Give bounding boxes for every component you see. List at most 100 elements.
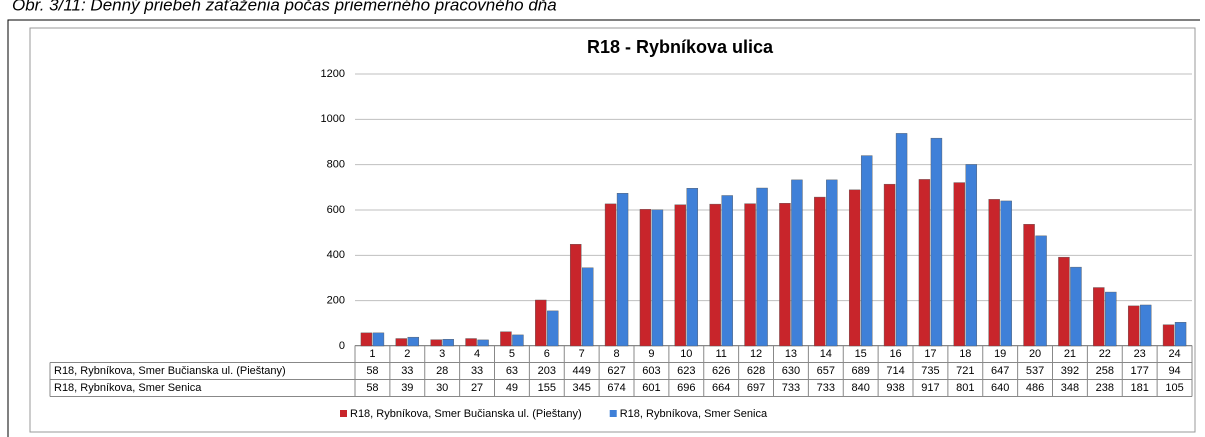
bar [1127, 305, 1140, 347]
x-tick-label: 2 [404, 348, 410, 360]
table-value: 657 [817, 365, 835, 377]
bar [895, 133, 908, 347]
table-value: 938 [886, 382, 904, 394]
bar [465, 338, 477, 347]
table-value: 735 [921, 365, 939, 377]
x-tick-label: 9 [648, 348, 654, 360]
table-value: 674 [607, 382, 625, 394]
legend-label: R18, Rybníkova, Smer Bučianska ul. (Pieš… [350, 408, 582, 420]
bar [639, 209, 652, 347]
table-value: 30 [436, 382, 448, 394]
bar [477, 339, 489, 347]
chart-frame [29, 27, 1196, 433]
bar [581, 267, 594, 347]
x-tick-label: 6 [544, 348, 550, 360]
table-value: 689 [852, 365, 870, 377]
y-tick-label: 400 [327, 249, 345, 261]
bar [1023, 224, 1035, 347]
table-value: 33 [401, 365, 413, 377]
y-tick-label: 1000 [321, 113, 345, 125]
table-value: 27 [471, 382, 483, 394]
x-tick-label: 20 [1029, 348, 1041, 360]
x-tick-label: 21 [1064, 348, 1076, 360]
table-value: 392 [1061, 365, 1079, 377]
table-value: 177 [1131, 365, 1149, 377]
x-tick-label: 8 [614, 348, 620, 360]
x-tick-label: 3 [439, 348, 445, 360]
bar [500, 331, 512, 347]
table-value: 627 [607, 365, 625, 377]
bar [535, 299, 547, 347]
table-value: 94 [1168, 365, 1180, 377]
x-tick-label: 14 [820, 348, 832, 360]
table-value: 58 [366, 365, 378, 377]
table-value: 58 [366, 382, 378, 394]
legend-swatch [340, 410, 347, 417]
table-value: 28 [436, 365, 448, 377]
table-value: 628 [747, 365, 765, 377]
x-tick-label: 24 [1168, 348, 1180, 360]
y-tick-label: 200 [327, 295, 345, 307]
legend-swatch [609, 410, 617, 417]
bar [965, 164, 978, 347]
table-value: 181 [1131, 382, 1149, 394]
bar [1105, 291, 1117, 347]
bar [569, 244, 582, 347]
bar [848, 189, 861, 347]
chart-title: R18 - Rybníkova ulica [587, 37, 774, 57]
bar [721, 195, 733, 347]
x-tick-label: 15 [855, 348, 867, 360]
y-tick-label: 1200 [321, 68, 345, 80]
bar [1139, 304, 1152, 347]
bar [547, 310, 559, 347]
bar [826, 179, 838, 347]
table-value: 696 [677, 382, 695, 394]
table-value: 33 [471, 365, 483, 377]
table-value: 714 [886, 365, 904, 377]
bar [791, 179, 803, 347]
bar [988, 199, 1000, 347]
x-tick-label: 4 [474, 348, 480, 360]
table-value: 155 [538, 382, 556, 394]
bar [709, 203, 721, 347]
legend-label: R18, Rybníkova, Smer Senica [620, 408, 768, 420]
table-value: 840 [852, 382, 870, 394]
bar [604, 203, 617, 347]
x-tick-label: 5 [509, 348, 515, 360]
bar [744, 203, 756, 347]
x-tick-label: 13 [785, 348, 797, 360]
bar [1093, 287, 1105, 347]
table-value: 345 [573, 382, 591, 394]
outer-frame [7, 19, 1200, 437]
bar [1035, 235, 1047, 347]
bar [616, 193, 629, 347]
bar [360, 332, 373, 347]
x-tick-label: 22 [1099, 348, 1111, 360]
table-value: 630 [782, 365, 800, 377]
table-value: 626 [712, 365, 730, 377]
bar [372, 332, 385, 347]
table-value: 63 [506, 365, 518, 377]
table-value: 640 [991, 382, 1009, 394]
bar [930, 137, 943, 347]
bar [651, 209, 664, 347]
y-tick-label: 600 [327, 204, 345, 216]
x-tick-label: 23 [1134, 348, 1146, 360]
table-value: 348 [1061, 382, 1079, 394]
table-value: 537 [1026, 365, 1044, 377]
table-row-label: R18, Rybníkova, Smer Bučianska ul. (Pieš… [54, 365, 286, 377]
bar [1000, 200, 1012, 347]
table-value: 449 [573, 365, 591, 377]
table-value: 623 [677, 365, 695, 377]
table-value: 647 [991, 365, 1009, 377]
y-tick-label: 0 [339, 340, 345, 352]
x-tick-label: 18 [959, 348, 971, 360]
x-tick-label: 16 [889, 348, 901, 360]
table-value: 603 [642, 365, 660, 377]
bar [442, 339, 454, 347]
bar [756, 187, 768, 347]
bar [512, 334, 524, 347]
table-value: 601 [642, 382, 660, 394]
bar [1058, 256, 1070, 347]
